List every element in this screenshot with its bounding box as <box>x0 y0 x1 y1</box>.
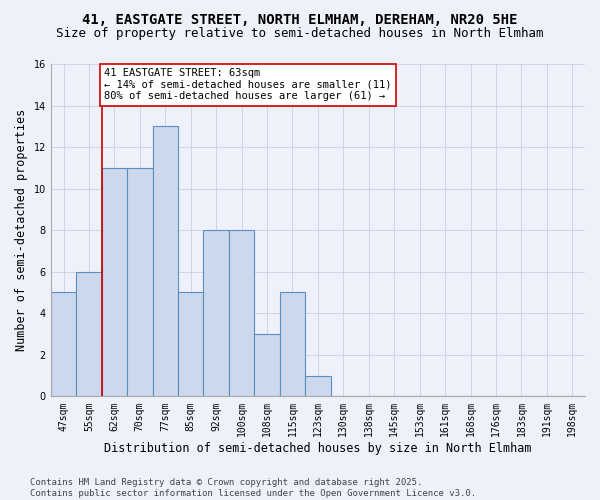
Text: Contains HM Land Registry data © Crown copyright and database right 2025.
Contai: Contains HM Land Registry data © Crown c… <box>30 478 476 498</box>
Bar <box>178 292 203 397</box>
Text: Size of property relative to semi-detached houses in North Elmham: Size of property relative to semi-detach… <box>56 28 544 40</box>
Text: 41 EASTGATE STREET: 63sqm
← 14% of semi-detached houses are smaller (11)
80% of : 41 EASTGATE STREET: 63sqm ← 14% of semi-… <box>104 68 392 102</box>
Bar <box>203 230 229 396</box>
Bar <box>254 334 280 396</box>
Bar <box>101 168 127 396</box>
Bar <box>305 376 331 396</box>
Bar <box>76 272 101 396</box>
Bar <box>127 168 152 396</box>
Bar <box>51 292 76 397</box>
Bar <box>280 292 305 397</box>
X-axis label: Distribution of semi-detached houses by size in North Elmham: Distribution of semi-detached houses by … <box>104 442 532 455</box>
Bar <box>152 126 178 396</box>
Bar <box>229 230 254 396</box>
Text: 41, EASTGATE STREET, NORTH ELMHAM, DEREHAM, NR20 5HE: 41, EASTGATE STREET, NORTH ELMHAM, DEREH… <box>82 12 518 26</box>
Y-axis label: Number of semi-detached properties: Number of semi-detached properties <box>15 109 28 352</box>
